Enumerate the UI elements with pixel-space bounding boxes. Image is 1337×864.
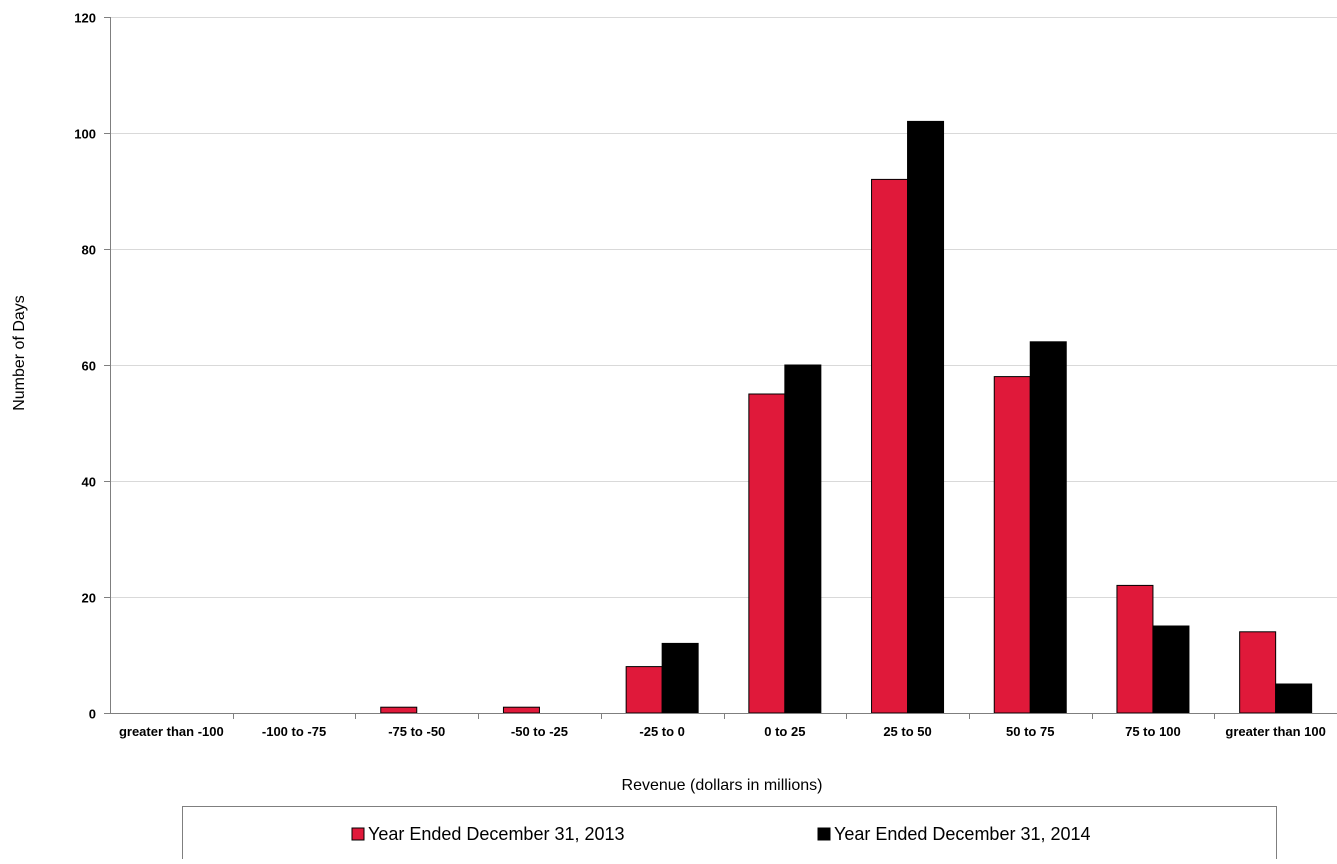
bar-series-1-8 [1152, 625, 1190, 714]
legend-swatch-0 [351, 827, 365, 841]
bar-series-1-7 [1029, 341, 1067, 714]
bar-series-0-9 [1239, 631, 1277, 714]
x-tick-label: 50 to 75 [1006, 724, 1054, 739]
axes [104, 17, 1337, 719]
x-tick-label: -100 to -75 [262, 724, 326, 739]
y-tick-labels: 0 20 40 60 80 100 120 [74, 11, 96, 722]
y-tick-label: 100 [74, 127, 96, 142]
legend-label-1: Year Ended December 31, 2014 [834, 824, 1091, 844]
x-tick-label: 0 to 25 [764, 724, 805, 739]
legend-box [182, 806, 1277, 864]
legend-label-0: Year Ended December 31, 2013 [368, 824, 625, 844]
x-tick-labels: greater than -100 -100 to -75 -75 to -50 -5… [119, 724, 1326, 739]
legend-swatch-1 [817, 827, 831, 841]
x-tick-label: 25 to 50 [883, 724, 931, 739]
bars [380, 120, 1313, 714]
bar-series-0-2 [380, 706, 418, 714]
bar-series-0-3 [502, 706, 540, 714]
x-tick-label: greater than -100 [119, 724, 224, 739]
y-tick-label: 60 [82, 359, 96, 374]
x-tick-label: greater than 100 [1225, 724, 1325, 739]
bar-series-0-6 [871, 178, 909, 714]
y-tick-label: 0 [89, 707, 96, 722]
y-tick-label: 120 [74, 11, 96, 26]
bar-series-1-6 [907, 120, 945, 714]
y-axis-title: Number of Days [11, 295, 28, 411]
x-tick-label: 75 to 100 [1125, 724, 1181, 739]
x-tick-label: -25 to 0 [639, 724, 685, 739]
bar-series-0-8 [1116, 584, 1154, 714]
gridlines [110, 17, 1337, 598]
y-tick-label: 40 [82, 475, 96, 490]
bar-series-1-4 [661, 642, 699, 714]
x-axis-title: Revenue (dollars in millions) [622, 777, 823, 794]
bar-series-0-4 [625, 666, 663, 714]
x-tick-label: -50 to -25 [511, 724, 568, 739]
bar-series-1-9 [1275, 683, 1313, 714]
legend-items: Year Ended December 31, 2013 Year Ended D… [351, 824, 1091, 844]
x-tick-label: -75 to -50 [388, 724, 445, 739]
y-tick-label: 80 [82, 243, 96, 258]
y-tick-label: 20 [82, 591, 96, 606]
legend: Year Ended December 31, 2013 Year Ended D… [182, 806, 1277, 864]
bar-series-1-5 [784, 364, 822, 714]
bar-series-0-5 [748, 393, 786, 714]
bar-series-0-7 [993, 376, 1031, 714]
